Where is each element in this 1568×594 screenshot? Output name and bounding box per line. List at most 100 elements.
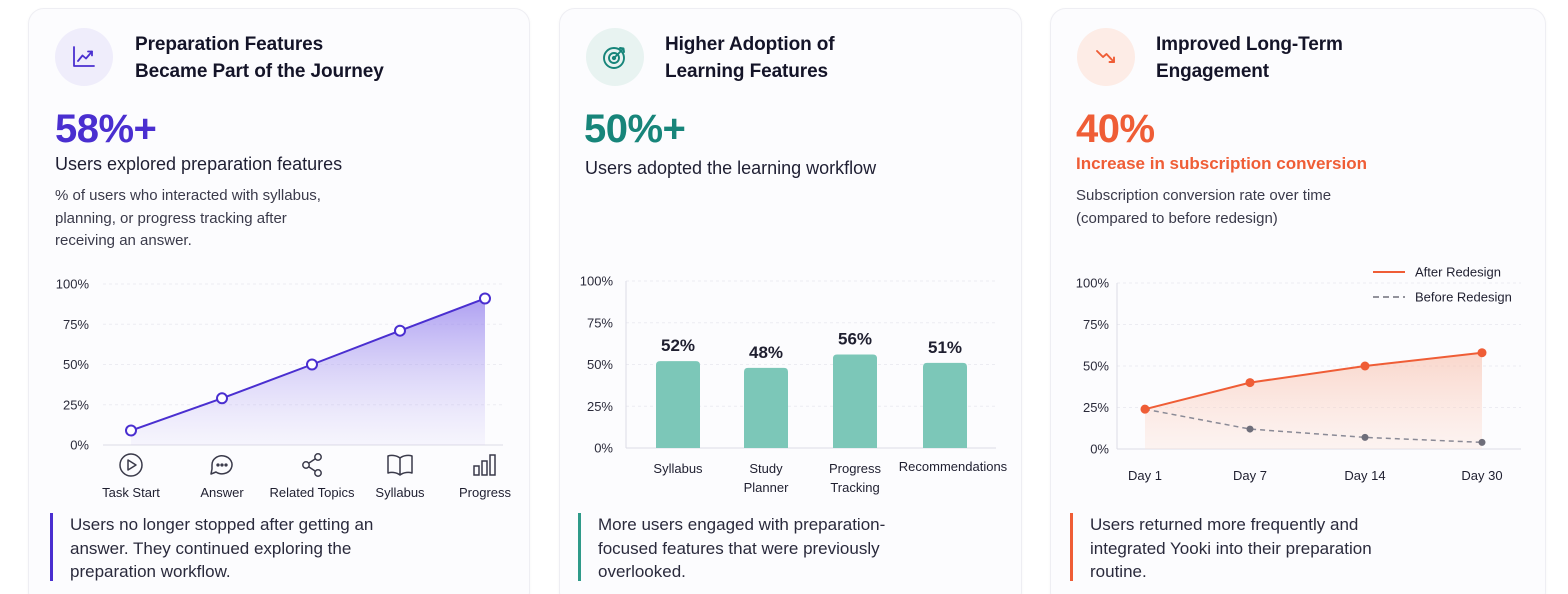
- data-point: [479, 292, 491, 305]
- data-point: [1478, 438, 1486, 446]
- data-point: [216, 392, 228, 405]
- x-category-label: Recommendations: [899, 459, 1008, 474]
- data-label: 51%: [928, 338, 962, 357]
- x-category-label: Task Start: [102, 485, 160, 500]
- x-category-label: Day 7: [1233, 468, 1267, 483]
- chart-description: % of users who interacted with syllabus,…: [55, 185, 321, 253]
- bar: [923, 362, 967, 448]
- legend-label: Before Redesign: [1415, 290, 1512, 305]
- y-tick-label: 25%: [63, 397, 89, 412]
- legend-label: After Redesign: [1415, 265, 1501, 280]
- headline-metric: 58%+: [55, 107, 157, 151]
- bar: [833, 354, 877, 448]
- metric-subtitle: Increase in subscription conversion: [1076, 154, 1367, 173]
- callout-line: integrated Yooki into their preparation: [1090, 538, 1372, 558]
- trending-up-icon: [55, 28, 113, 86]
- y-tick-label: 100%: [1076, 276, 1110, 291]
- callout-line: routine.: [1090, 562, 1147, 581]
- callout-line: preparation workflow.: [70, 562, 231, 581]
- data-label: 56%: [838, 329, 872, 348]
- callout-line: answer. They continued exploring the: [70, 538, 352, 558]
- share-icon: [302, 453, 322, 477]
- target-icon: [586, 28, 644, 86]
- description-line: receiving an answer.: [55, 232, 192, 249]
- feature-adoption-bar-chart: 0% 25% 50% 75% 100% 52% Syllabus 48% Study Planne…: [580, 274, 1008, 496]
- callout-line: More users engaged with preparation-: [598, 515, 886, 534]
- data-point: [1361, 433, 1369, 441]
- data-label: 52%: [661, 336, 695, 355]
- description-line: Subscription conversion rate over time: [1076, 187, 1332, 204]
- callout-line: focused features that were previously: [598, 538, 880, 558]
- bar-chart-icon: [473, 454, 496, 476]
- data-point: [125, 424, 137, 437]
- insight-callout: More users engaged with preparation- foc…: [578, 513, 885, 581]
- card-title-line: Improved Long-Term: [1156, 34, 1343, 55]
- x-category-label: Progress: [459, 485, 512, 500]
- data-point: [306, 358, 318, 371]
- chart-description: Subscription conversion rate over time (…: [1076, 185, 1331, 230]
- feature-card-engagement: Improved Long-Term Engagement 40% Increa…: [1050, 8, 1546, 594]
- data-point: [1245, 378, 1255, 388]
- data-label: 48%: [749, 343, 783, 362]
- data-point: [1360, 361, 1370, 371]
- bar: [744, 367, 788, 448]
- feature-card-adoption: Higher Adoption of Learning Features 50%…: [559, 8, 1022, 594]
- data-point: [394, 324, 406, 337]
- y-tick-label: 25%: [587, 399, 613, 414]
- play-circle-icon: [119, 453, 143, 477]
- card-title: Higher Adoption of Learning Features: [665, 31, 835, 85]
- series-line-after: [1144, 351, 1483, 411]
- y-tick-label: 100%: [580, 274, 614, 289]
- y-tick-label: 50%: [63, 357, 89, 372]
- y-tick-label: 0%: [1090, 442, 1109, 457]
- y-tick-label: 75%: [1083, 317, 1109, 332]
- card-title: Preparation Features Became Part of the …: [135, 31, 384, 85]
- x-category-label: Planner: [744, 480, 789, 495]
- data-point: [1477, 348, 1487, 358]
- headline-metric: 40%: [1076, 107, 1155, 151]
- x-category-label: Answer: [200, 485, 244, 500]
- description-line: (compared to before redesign): [1076, 209, 1278, 227]
- bar: [656, 361, 700, 448]
- book-icon: [387, 454, 413, 476]
- callout-line: Users returned more frequently and: [1090, 515, 1359, 534]
- x-category-label: Study: [749, 461, 783, 476]
- feature-card-preparation: Preparation Features Became Part of the …: [28, 8, 530, 594]
- insight-callout: Users returned more frequently and integ…: [1070, 513, 1372, 581]
- description-line: % of users who interacted with syllabus,: [55, 187, 321, 204]
- headline-metric: 50%+: [584, 107, 686, 151]
- insight-callout: Users no longer stopped after getting an…: [50, 513, 373, 581]
- chat-bubble-icon: [210, 455, 233, 475]
- x-category-label: Syllabus: [653, 461, 703, 476]
- x-category-label: Day 30: [1461, 468, 1502, 483]
- description-line: planning, or progress tracking after: [55, 209, 287, 227]
- y-tick-label: 0%: [594, 441, 613, 456]
- metric-subtitle: Users adopted the learning workflow: [585, 158, 877, 178]
- card-title-line: Became Part of the Journey: [135, 61, 384, 82]
- card-title-line: Higher Adoption of: [665, 34, 835, 55]
- data-point: [1140, 404, 1150, 414]
- feature-journey-area-chart: 0% 25% 50% 75% 100% Task Start Answer Related T…: [56, 277, 512, 501]
- x-category-label: Day 14: [1344, 468, 1385, 483]
- card-title-line: Engagement: [1156, 61, 1270, 82]
- y-tick-label: 100%: [56, 277, 90, 292]
- y-tick-label: 25%: [1083, 400, 1109, 415]
- card-title: Improved Long-Term Engagement: [1156, 31, 1343, 85]
- x-category-label: Syllabus: [375, 485, 425, 500]
- series-line-before: [1144, 408, 1483, 444]
- card-title-line: Preparation Features: [135, 34, 324, 55]
- x-category-label: Related Topics: [269, 485, 355, 500]
- y-tick-label: 75%: [63, 317, 89, 332]
- data-point: [1246, 425, 1254, 433]
- x-category-label: Tracking: [830, 480, 879, 495]
- trending-down-icon: [1077, 28, 1135, 86]
- card-title-line: Learning Features: [665, 61, 829, 82]
- y-tick-label: 50%: [587, 357, 613, 372]
- callout-line: Users no longer stopped after getting an: [70, 515, 374, 534]
- y-tick-label: 50%: [1083, 359, 1109, 374]
- x-category-label: Progress: [829, 461, 882, 476]
- conversion-line-chart: 0% 25% 50% 75% 100% Day 1 Day 7 Day 14 Day 30 Aft…: [1076, 265, 1521, 483]
- area-fill: [1145, 352, 1482, 449]
- y-tick-label: 0%: [70, 438, 89, 453]
- metric-subtitle: Users explored preparation features: [55, 154, 343, 174]
